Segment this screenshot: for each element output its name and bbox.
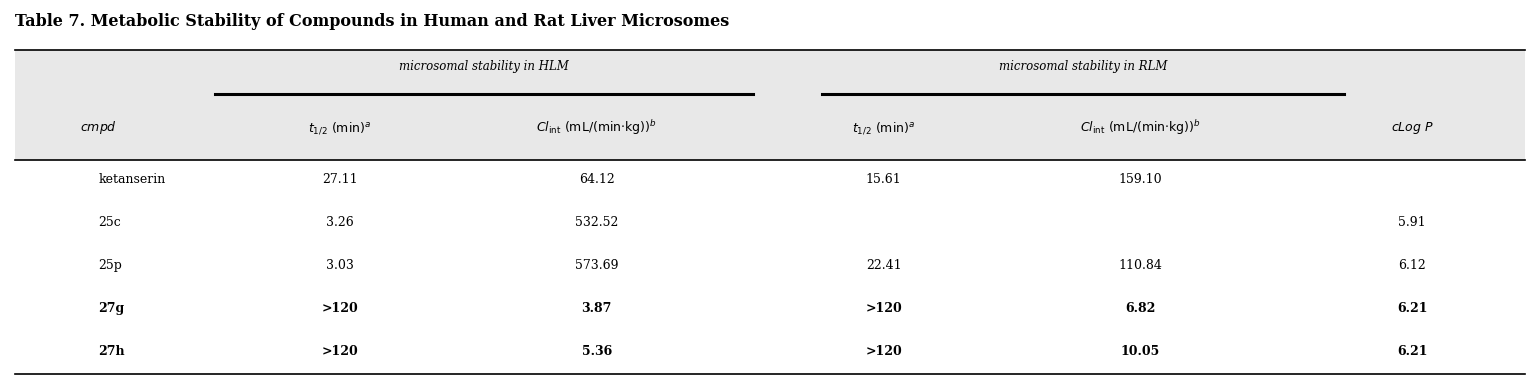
Text: microsomal stability in RLM: microsomal stability in RLM — [998, 60, 1167, 73]
Text: 532.52: 532.52 — [574, 216, 619, 229]
Text: $\mathit{Cl}_{\mathrm{int}}\ \mathrm{(mL/(min{\cdot}kg))}^{\mathit{b}}$: $\mathit{Cl}_{\mathrm{int}}\ \mathrm{(mL… — [1080, 118, 1201, 138]
Text: 64.12: 64.12 — [579, 173, 614, 186]
Text: $\mathit{cLog\ P}$: $\mathit{cLog\ P}$ — [1390, 120, 1433, 136]
Text: 5.91: 5.91 — [1398, 216, 1425, 229]
Text: 15.61: 15.61 — [866, 173, 902, 186]
Text: >120: >120 — [865, 302, 902, 315]
Text: ketanserin: ketanserin — [98, 173, 166, 186]
Text: $\mathit{t}_{1/2}\ \mathrm{(min)}^{\mathit{a}}$: $\mathit{t}_{1/2}\ \mathrm{(min)}^{\math… — [852, 120, 915, 136]
Text: 6.12: 6.12 — [1398, 259, 1425, 272]
Text: Table 7. Metabolic Stability of Compounds in Human and Rat Liver Microsomes: Table 7. Metabolic Stability of Compound… — [15, 13, 730, 31]
Text: 3.87: 3.87 — [582, 302, 611, 315]
Text: 25c: 25c — [98, 216, 121, 229]
Text: >120: >120 — [321, 345, 358, 358]
Text: 27g: 27g — [98, 302, 124, 315]
Text: >120: >120 — [865, 345, 902, 358]
Text: 573.69: 573.69 — [574, 259, 619, 272]
Text: 6.82: 6.82 — [1124, 302, 1155, 315]
Text: 27h: 27h — [98, 345, 124, 358]
Text: 110.84: 110.84 — [1118, 259, 1163, 272]
Text: 27.11: 27.11 — [323, 173, 358, 186]
Text: $\mathit{Cl}_{\mathrm{int}}\ \mathrm{(mL/(min{\cdot}kg))}^{\mathit{b}}$: $\mathit{Cl}_{\mathrm{int}}\ \mathrm{(mL… — [536, 118, 657, 138]
Text: 3.26: 3.26 — [326, 216, 353, 229]
Text: 6.21: 6.21 — [1396, 345, 1427, 358]
Text: 5.36: 5.36 — [582, 345, 611, 358]
Text: 10.05: 10.05 — [1121, 345, 1160, 358]
Text: $\mathit{t}_{1/2}\ \mathrm{(min)}^{\mathit{a}}$: $\mathit{t}_{1/2}\ \mathrm{(min)}^{\math… — [309, 120, 372, 136]
Text: microsomal stability in HLM: microsomal stability in HLM — [399, 60, 568, 73]
Text: 25p: 25p — [98, 259, 123, 272]
Text: 6.21: 6.21 — [1396, 302, 1427, 315]
Text: $\mathit{cmpd}$: $\mathit{cmpd}$ — [80, 120, 117, 136]
Text: 159.10: 159.10 — [1118, 173, 1163, 186]
Text: >120: >120 — [321, 302, 358, 315]
Text: 22.41: 22.41 — [866, 259, 902, 272]
Text: 3.03: 3.03 — [326, 259, 353, 272]
